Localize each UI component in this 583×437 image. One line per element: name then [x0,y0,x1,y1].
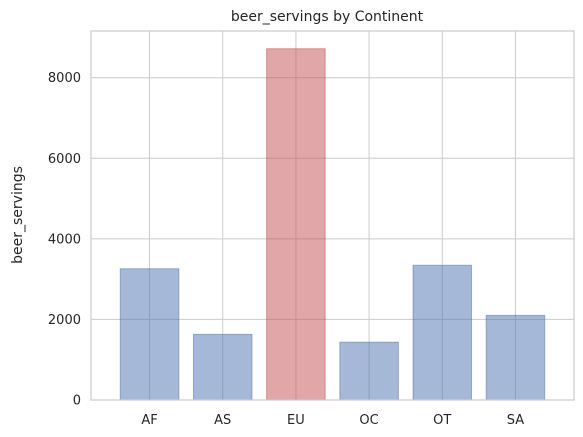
plot-frame [90,30,575,401]
y-tick-label: 0 [73,394,81,409]
bar-ot [412,264,473,401]
bar-as [192,333,253,401]
bars [119,48,546,401]
x-tick-label: AF [141,413,157,428]
chart-title: beer_servings by Continent [231,9,424,25]
x-tick-label: AS [214,413,231,428]
x-tick-label: OT [433,413,451,428]
ticks: 0 2000 4000 6000 8000 AF AS EU OC OT SA [48,71,524,428]
y-tick-label: 2000 [48,313,81,328]
x-tick-label: EU [287,413,305,428]
y-tick-label: 8000 [48,71,81,86]
bar-sa [485,314,546,401]
x-tick-label: SA [507,413,524,428]
bar-oc [339,341,399,401]
bar-af [119,268,180,401]
x-tick-label: OC [359,413,378,428]
y-tick-label: 6000 [48,152,81,167]
y-axis-label: beer_servings [10,166,26,264]
y-tick-label: 4000 [48,232,81,247]
bar-eu [266,48,326,401]
